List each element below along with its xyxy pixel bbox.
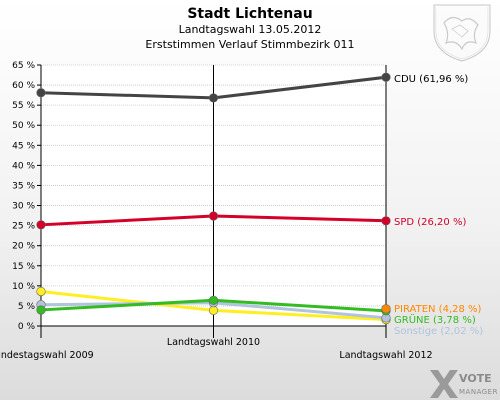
chart-subtitle: Landtagswahl 13.05.2012 (179, 23, 322, 36)
data-point-grüne (208, 295, 219, 305)
y-tick-label: 55 % (12, 101, 35, 111)
data-point-piraten (381, 304, 391, 314)
data-point-fdp (208, 305, 219, 315)
y-tick-label: 15 % (12, 262, 35, 272)
data-point-spd (36, 220, 46, 230)
series-labels: CDU (61,96 %) SPD (26,20 %) Sonstige (2,02… (394, 74, 483, 337)
y-tick-label: 65 % (12, 61, 35, 71)
data-point-spd (381, 216, 391, 226)
x-tick-label: Landtagswahl 2010 (167, 337, 260, 348)
y-tick-label: 50 % (12, 121, 35, 131)
y-tick-label: 40 % (12, 161, 35, 171)
data-point-cdu (381, 72, 391, 82)
series-label-piraten: PIRATEN (4,28 %) (394, 304, 482, 315)
series-label-spd: SPD (26,20 %) (394, 217, 466, 228)
logo-text-vote: VOTE (459, 372, 492, 385)
y-tick-label: 25 % (12, 222, 35, 232)
data-point-cdu (208, 93, 219, 103)
y-tick-label: 0 % (18, 322, 36, 332)
x-tick-label: Bundestagswahl 2009 (0, 350, 94, 361)
series-layer (36, 72, 391, 325)
x-tick-label: Landtagswahl 2012 (339, 350, 432, 361)
y-tick-label: 60 % (12, 81, 35, 91)
y-tick-label: 10 % (12, 282, 35, 292)
y-tick-label: 45 % (12, 141, 35, 151)
data-point-fdp (36, 286, 46, 297)
series-label-grüne: GRÜNE (3,78 %) (394, 313, 476, 326)
series-label-sonstige: Sonstige (2,02 %) (394, 326, 483, 337)
chart-subtitle-2: Erststimmen Verlauf Stimmbezirk 011 (145, 38, 354, 51)
y-tick-label: 5 % (18, 302, 36, 312)
series-label-cdu: CDU (61,96 %) (394, 74, 468, 85)
x-cross-icon (430, 370, 458, 398)
coat-of-arms-icon (433, 4, 491, 62)
data-point-grüne (36, 305, 46, 315)
chart-title: Stadt Lichtenau (187, 6, 312, 22)
y-tick-label: 20 % (12, 242, 35, 252)
data-point-spd (208, 211, 219, 221)
y-tick-label: 35 % (12, 181, 35, 191)
vote-manager-logo: VOTE MANAGER (430, 370, 498, 398)
logo-text-manager: MANAGER (459, 388, 498, 396)
data-point-cdu (36, 88, 46, 98)
y-tick-label: 30 % (12, 202, 35, 212)
x-axis: Bundestagswahl 2009 Landtagswahl 2010 Land… (0, 65, 433, 361)
